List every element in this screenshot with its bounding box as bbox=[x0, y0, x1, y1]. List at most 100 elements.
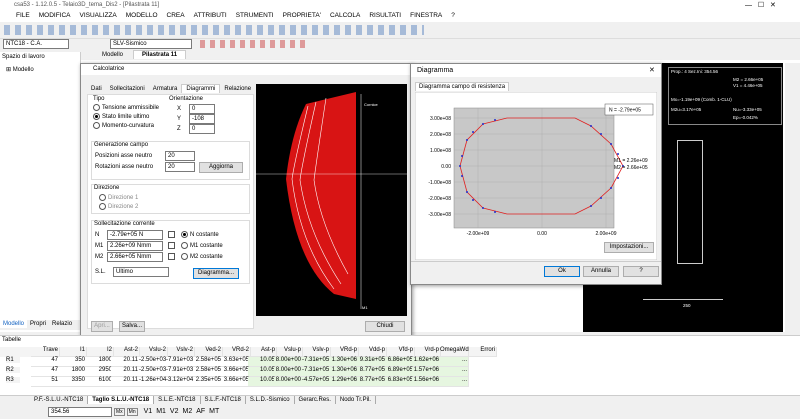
table-cell: ... bbox=[440, 377, 469, 387]
orient: X0Y-108Z0 bbox=[177, 104, 215, 134]
soll-input[interactable]: -2.79e+05 N bbox=[107, 230, 163, 240]
status-item[interactable]: M2 bbox=[182, 408, 192, 415]
checkbox[interactable] bbox=[168, 253, 175, 260]
ok-button[interactable]: Ok bbox=[544, 266, 580, 277]
radio[interactable]: Tensione ammissibile bbox=[93, 104, 159, 113]
calc-tab[interactable]: Dati bbox=[87, 85, 106, 93]
sheet-tab[interactable]: Nodo Tr.Pil. bbox=[336, 396, 376, 404]
dialog-title: Calcolatrice bbox=[93, 66, 124, 72]
window-controls[interactable]: — ☐ ✕ bbox=[745, 1, 776, 9]
menu-item[interactable]: MODIFICA bbox=[39, 12, 71, 19]
soll-input[interactable]: 2.66e+05 Nmm bbox=[107, 252, 163, 262]
status-item[interactable]: AF bbox=[196, 408, 205, 415]
menu-item[interactable]: MODELLO bbox=[126, 12, 158, 19]
y-tick-label: 0.00 bbox=[441, 164, 451, 170]
apri-button[interactable]: Apri... bbox=[91, 321, 113, 332]
radio-label: Direzione 1 bbox=[108, 195, 138, 201]
radio-dot bbox=[93, 104, 100, 111]
sheet-tab[interactable]: P.F.-S.L.U.-NTC18 bbox=[30, 396, 88, 404]
status-button[interactable]: Mx bbox=[114, 408, 125, 416]
table-cell: 8.00e+00 bbox=[274, 377, 303, 387]
point-label: M2 = 2.66e+05 bbox=[614, 165, 648, 171]
calc-tab[interactable]: Relazione bbox=[220, 85, 255, 93]
radio-dot[interactable] bbox=[181, 242, 188, 249]
group-label: Tipo bbox=[93, 96, 104, 102]
status-item[interactable]: V2 bbox=[170, 408, 179, 415]
table-cell: Vslu-2 bbox=[139, 347, 168, 357]
orient-input[interactable]: 0 bbox=[189, 124, 215, 134]
norm-combo[interactable]: NTC18 - C.A. bbox=[3, 39, 69, 49]
sollecitazione: N-2.79e+05 NN costanteM12.26e+09 NmmM1 c… bbox=[95, 230, 223, 263]
orient-input[interactable]: -108 bbox=[189, 114, 215, 124]
menu-item[interactable]: FINESTRA bbox=[410, 12, 442, 19]
toolbar-icons[interactable] bbox=[4, 25, 424, 35]
annulla-button[interactable]: Annulla bbox=[583, 266, 619, 277]
impostazioni-button[interactable]: Impostazioni... bbox=[604, 242, 654, 253]
orient-row: X0 bbox=[177, 104, 215, 114]
calc-tab[interactable]: Armatura bbox=[149, 85, 182, 93]
checkbox[interactable] bbox=[168, 231, 175, 238]
aggiorna-button[interactable]: Aggiorna bbox=[199, 162, 243, 173]
menu-item[interactable]: CREA bbox=[167, 12, 185, 19]
side-toolbar[interactable] bbox=[785, 63, 800, 332]
sheet-tab[interactable]: S.L.E.-NTC18 bbox=[154, 396, 200, 404]
tree-item[interactable]: ⊞ Modello bbox=[6, 66, 34, 73]
toolbar-icons[interactable] bbox=[200, 40, 310, 48]
calc-tab[interactable]: Sollecitazioni bbox=[106, 85, 149, 93]
close[interactable]: ✕ bbox=[649, 66, 655, 74]
sheet-tab[interactable]: S.L.F.-NTC18 bbox=[201, 396, 246, 404]
toolbar bbox=[0, 22, 800, 39]
status-item[interactable]: MT bbox=[209, 408, 219, 415]
salva-button[interactable]: Salva... bbox=[119, 321, 145, 332]
campo-input[interactable]: 20 bbox=[165, 162, 195, 172]
diag-tab[interactable]: Diagramma campo di resistenza bbox=[415, 82, 509, 91]
help-button[interactable]: ? bbox=[623, 266, 659, 277]
status-button[interactable]: Mn bbox=[127, 408, 138, 416]
orient-input[interactable]: 0 bbox=[189, 104, 215, 114]
menu-item[interactable]: STRUMENTI bbox=[236, 12, 274, 19]
y-tick-label: -2.00e+08 bbox=[428, 196, 451, 202]
table-cell: 3350 bbox=[58, 377, 87, 387]
image-label: Cornice bbox=[364, 102, 379, 107]
chiudi-button[interactable]: Chiudi bbox=[365, 321, 405, 332]
campo-input[interactable]: 20 bbox=[165, 151, 195, 161]
n-label: N = -2.79e+05 bbox=[609, 108, 641, 114]
radio-dot[interactable] bbox=[181, 253, 188, 260]
checkbox[interactable] bbox=[168, 242, 175, 249]
combo[interactable]: SLV-Sismico bbox=[110, 39, 192, 49]
table-cell: Errori bbox=[468, 347, 497, 357]
doc-tab[interactable]: Pilastrata 11 bbox=[133, 50, 186, 59]
menu-item[interactable]: VISUALIZZA bbox=[80, 12, 117, 19]
radio[interactable]: Stato limite ultimo bbox=[93, 113, 159, 122]
radio[interactable]: Direzione 1 bbox=[99, 194, 138, 203]
radio[interactable]: Direzione 2 bbox=[99, 203, 138, 212]
table-cell: 9.31e+05 bbox=[358, 357, 387, 367]
sheet-tab[interactable]: Taglio S.L.U.-NTC18 bbox=[88, 396, 154, 404]
panel-tab[interactable]: Relazio bbox=[49, 320, 75, 328]
status-item[interactable]: M1 bbox=[156, 408, 166, 415]
y-tick-label: -3.00e+08 bbox=[428, 212, 451, 218]
calc-tab[interactable]: Diagrammi bbox=[181, 84, 220, 93]
menu-item[interactable]: ATTRIBUTI bbox=[194, 12, 227, 19]
soll-input[interactable]: 2.26e+09 Nmm bbox=[107, 241, 163, 251]
drawing-text: 250 bbox=[683, 303, 691, 308]
table-cell: -7.91e+03 bbox=[166, 367, 195, 377]
sl-combo[interactable]: Ultimo bbox=[113, 267, 169, 277]
menu-item[interactable]: RISULTATI bbox=[369, 12, 401, 19]
sheet-tab[interactable]: Gerarc.Res. bbox=[295, 396, 336, 404]
menu-item[interactable]: FILE bbox=[16, 12, 30, 19]
diagramma-button[interactable]: Diagramma... bbox=[193, 268, 239, 279]
menu-item[interactable]: ? bbox=[451, 12, 455, 19]
radio[interactable]: Momento-curvatura bbox=[93, 122, 159, 131]
sheet-tab[interactable]: S.L.D.-Sismico bbox=[246, 396, 295, 404]
table-cell: I2 bbox=[85, 347, 114, 357]
panel-tab[interactable]: Modello bbox=[0, 320, 27, 328]
menu-item[interactable]: PROPRIETA' bbox=[283, 12, 321, 19]
panel-tab[interactable]: Propri bbox=[27, 320, 49, 328]
radio-dot bbox=[93, 122, 100, 129]
drawing-text: V1 = 4.46e+05 bbox=[733, 83, 763, 88]
menu-item[interactable]: CALCOLA bbox=[330, 12, 360, 19]
radio-dot[interactable] bbox=[181, 231, 188, 238]
status-item[interactable]: V1 bbox=[144, 408, 153, 415]
doc-tab[interactable]: Modello bbox=[94, 51, 131, 59]
